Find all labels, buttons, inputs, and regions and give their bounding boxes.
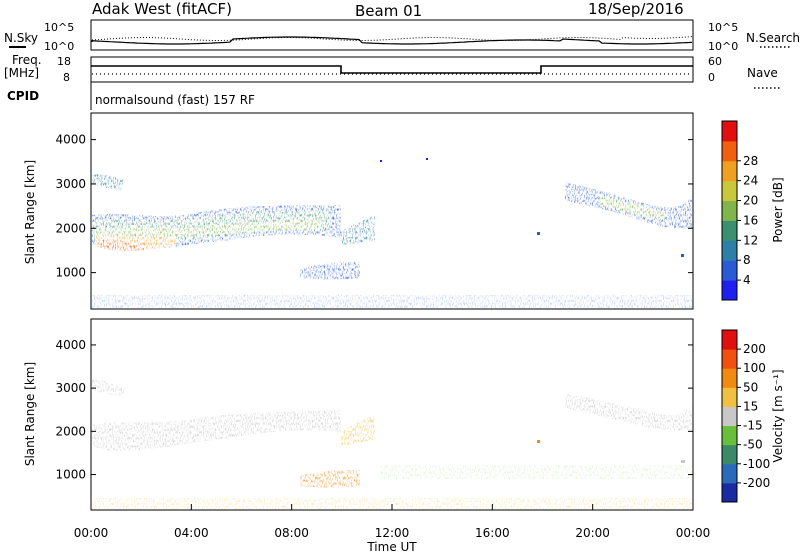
velocity-colorbar-tick-label: -50 (743, 438, 763, 452)
freq-left-tick-top: 18 (57, 55, 71, 68)
freq-right-tick-top: 60 (708, 55, 722, 68)
velocity-xticks: 00:00 04:00 08:00 12:00 16:00 20:00 00:00 (74, 504, 711, 540)
velocity-yticks: 1000 2000 3000 4000 (55, 338, 693, 482)
power-colorbar-swatch (722, 200, 737, 221)
velocity-colorbar-swatch (722, 368, 737, 388)
velocity-colorbar-swatch (722, 444, 737, 465)
velocity-colorbar-swatch (722, 425, 737, 446)
power-colorbar-swatch (722, 280, 737, 301)
velocity-xtick-label: 20:00 (575, 526, 610, 540)
velocity-colorbar-tick-label: 100 (743, 361, 766, 375)
n-sky-trace (91, 36, 693, 45)
velocity-colorbar-swatch (722, 406, 737, 427)
power-colorbar-tick-label: 28 (743, 154, 758, 168)
power-colorbar-tick-label: 16 (743, 213, 758, 227)
power-colorbar-ticks: 4 8 12 16 20 24 28 (737, 154, 758, 287)
velocity-xtick-label: 00:00 (676, 526, 711, 540)
power-colorbar: 4 8 12 16 20 24 28 Power [dB] (721, 120, 785, 301)
power-ground-scatter (92, 158, 692, 308)
power-ytick-label: 2000 (55, 221, 86, 235)
velocity-xlabel: Time UT (366, 540, 417, 554)
cpid-label: CPID (7, 89, 39, 103)
velocity-colorbar-ticks: 200 100 50 15 -15 -50 -100 -200 (737, 342, 770, 490)
noise-panel: N.Sky 10^5 10^0 10^5 10^0 N.Search (4, 19, 800, 53)
velocity-xtick-label: 08:00 (274, 526, 309, 540)
power-colorbar-swatch (722, 180, 737, 202)
power-colorbar-tick-label: 8 (743, 253, 751, 267)
cpid-program: normalsound (fast) 157 RF (95, 93, 255, 107)
velocity-ytick-label: 2000 (55, 424, 86, 438)
power-colorbar-swatch (722, 260, 737, 281)
velocity-ytick-label: 3000 (55, 381, 86, 395)
power-ytick-label: 4000 (55, 133, 86, 147)
velocity-colorbar-tick-label: 50 (743, 380, 758, 394)
power-panel: Slant Range [km] 1000 2000 3000 4000 4 8 12 16… (23, 112, 785, 310)
power-colorbar-swatches (722, 121, 737, 301)
power-colorbar-frame (721, 120, 738, 301)
freq-right-tick-bottom: 0 (708, 71, 715, 84)
noise-right-tick-top: 10^5 (708, 21, 738, 34)
power-echoes (92, 174, 692, 280)
beam-title: Beam 01 (355, 2, 422, 20)
frequency-panel: Freq. [MHz] 18 8 60 0 Nave (4, 53, 780, 89)
velocity-echoes (92, 379, 692, 488)
mhz-label: [MHz] (4, 66, 39, 80)
power-ylabel: Slant Range [km] (23, 160, 37, 264)
power-colorbar-swatch (722, 240, 737, 261)
velocity-ground-scatter (92, 440, 693, 509)
radar-title: Adak West (fitACF) (92, 0, 232, 18)
n-search-label: N.Search (746, 31, 800, 45)
power-ytick-label: 1000 (55, 266, 86, 280)
velocity-ylabel: Slant Range [km] (23, 362, 37, 466)
velocity-xtick-label: 04:00 (174, 526, 209, 540)
velocity-colorbar-tick-label: -15 (743, 419, 763, 433)
velocity-colorbar-swatches (722, 330, 737, 503)
velocity-colorbar: 200 100 50 15 -15 -50 -100 -200 Velocity [m s⁻¹… (721, 329, 785, 503)
velocity-colorbar-swatch (722, 482, 737, 503)
velocity-colorbar-swatch (722, 387, 737, 407)
power-colorbar-swatch (722, 140, 737, 162)
noise-left-tick-top: 10^5 (44, 21, 74, 34)
velocity-colorbar-swatch (722, 463, 737, 484)
velocity-colorbar-tick-label: 200 (743, 342, 766, 356)
frequency-trace (91, 65, 693, 74)
velocity-colorbar-swatch (722, 330, 737, 350)
power-colorbar-tick-label: 20 (743, 194, 758, 208)
power-yticks: 1000 2000 3000 4000 (55, 133, 693, 280)
power-plot-frame (90, 112, 694, 310)
velocity-colorbar-tick-label: -200 (743, 476, 770, 490)
power-ytick-label: 3000 (55, 177, 86, 191)
velocity-colorbar-tick-label: 15 (743, 399, 758, 413)
velocity-ytick-label: 1000 (55, 468, 86, 482)
power-colorbar-swatch (722, 160, 737, 182)
noise-left-tick-bottom: 10^0 (44, 40, 74, 53)
power-colorbar-tick-label: 12 (743, 233, 758, 247)
nave-label: Nave (747, 66, 778, 80)
velocity-xtick-label: 16:00 (475, 526, 510, 540)
freq-label: Freq. (12, 53, 42, 67)
power-colorbar-label: Power [dB] (771, 177, 785, 242)
power-colorbar-swatch (722, 121, 737, 142)
power-colorbar-tick-label: 24 (743, 174, 758, 188)
velocity-colorbar-tick-label: -100 (743, 457, 770, 471)
frequency-panel-frame (90, 56, 694, 83)
date-label: 18/Sep/2016 (588, 0, 684, 18)
velocity-colorbar-frame (721, 329, 738, 503)
velocity-xtick-label: 00:00 (74, 526, 109, 540)
n-search-trace (91, 36, 693, 41)
velocity-colorbar-swatch (722, 349, 737, 369)
n-sky-label: N.Sky (4, 31, 38, 45)
velocity-ytick-label: 4000 (55, 338, 86, 352)
freq-left-tick-bottom: 8 (63, 71, 70, 84)
power-colorbar-swatch (722, 220, 737, 241)
noise-panel-frame (90, 19, 694, 51)
noise-right-tick-bottom: 10^0 (708, 40, 738, 53)
velocity-colorbar-label: Velocity [m s⁻¹] (771, 369, 785, 462)
power-colorbar-tick-label: 4 (743, 273, 751, 287)
velocity-xtick-label: 12:00 (375, 526, 410, 540)
